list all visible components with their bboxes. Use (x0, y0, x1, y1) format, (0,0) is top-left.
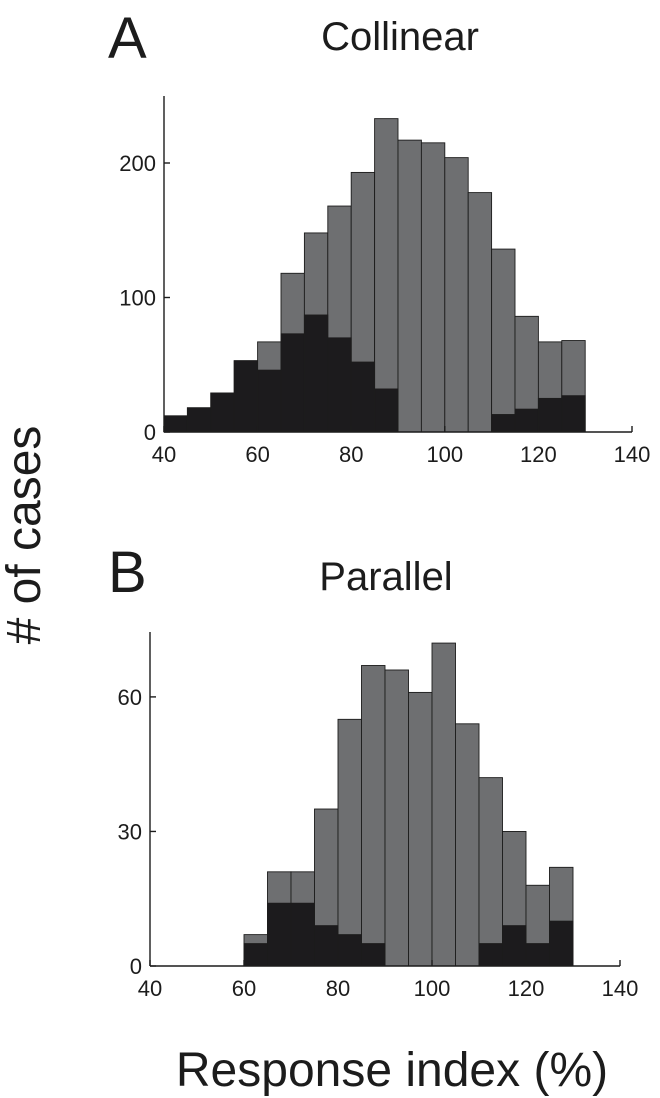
panel-a-title: Collinear (321, 15, 479, 59)
panel-a-bar-total-12 (444, 157, 469, 433)
panel-a-bars (163, 118, 586, 433)
panel-b-x-tick-label-1: 60 (232, 976, 256, 1001)
panel-a-bar-subset-7 (327, 337, 352, 433)
panel-b-bar-subset-7 (314, 925, 339, 967)
panel-b: B Parallel 40 60 80 100 120 140 0 30 60 (108, 540, 638, 1001)
panel-a-bar-subset-14 (491, 414, 516, 433)
panel-a-bar-subset-0 (163, 415, 188, 433)
panel-a-x-tick-label-1: 60 (245, 442, 269, 467)
panel-a-bar-total-10 (397, 139, 422, 433)
y-axis-label: # of cases (0, 426, 51, 645)
panel-b-axes: 40 60 80 100 120 140 0 30 60 (118, 632, 639, 1001)
panel-a-bar-subset-1 (186, 407, 212, 433)
panel-a-x-tick-label-4: 120 (520, 442, 557, 467)
panel-b-bar-subset-17 (549, 920, 574, 967)
panel-b-bar-total-14 (478, 777, 503, 967)
panel-a-bar-subset-6 (303, 314, 329, 433)
panel-b-bar-subset-15 (502, 925, 527, 967)
panel-a-x-tick-label-5: 140 (614, 442, 651, 467)
panel-b-x-tick-label-4: 120 (508, 976, 545, 1001)
panel-b-bar-total-11 (408, 691, 433, 967)
panel-b-bar-total-10 (384, 669, 409, 967)
panel-b-y-tick-label-0: 0 (130, 954, 142, 979)
panel-b-bar-total-12 (431, 642, 456, 967)
panel-a-bar-subset-17 (561, 395, 586, 433)
panel-a-bar-total-11 (420, 142, 446, 433)
panel-b-bar-total-13 (455, 723, 480, 967)
panel-a-bar-subset-4 (257, 369, 282, 433)
panel-a-y-tick-label-2: 200 (119, 151, 156, 176)
panel-b-bar-subset-9 (361, 943, 386, 967)
panel-b-bars (243, 642, 574, 967)
panel-a-bar-total-13 (467, 192, 493, 433)
panel-a-bar-total-9 (374, 118, 399, 433)
panel-b-x-tick-label-3: 100 (414, 976, 451, 1001)
panel-b-y-tick-label-2: 60 (118, 685, 142, 710)
panel-b-bar-subset-16 (525, 943, 550, 967)
panel-b-title: Parallel (319, 555, 452, 599)
panel-b-x-tick-label-0: 40 (138, 976, 162, 1001)
panel-a-bar-subset-5 (280, 333, 305, 433)
panel-b-bar-subset-6 (290, 902, 315, 967)
panel-a-bar-subset-3 (233, 360, 259, 433)
panel-a-bar-subset-16 (537, 397, 563, 433)
panel-a-y-tick-label-1: 100 (119, 286, 156, 311)
panel-b-bar-subset-4 (243, 943, 268, 967)
panel-a-y-tick-label-0: 0 (144, 420, 156, 445)
panel-a-bar-subset-15 (514, 408, 539, 433)
x-axis-label: Response index (%) (176, 1044, 608, 1097)
panel-a-bar-subset-9 (374, 388, 399, 433)
panel-a: A Collinear 40 60 80 100 120 140 0 100 200 (108, 6, 650, 467)
panel-a-bar-subset-8 (350, 361, 376, 433)
panel-a-x-tick-label-0: 40 (152, 442, 176, 467)
panel-a-bar-subset-2 (210, 392, 235, 433)
panel-b-bar-total-9 (361, 665, 386, 967)
panel-b-letter: B (108, 540, 147, 605)
panel-b-x-tick-label-5: 140 (602, 976, 639, 1001)
panel-a-x-tick-label-3: 100 (426, 442, 463, 467)
panel-a-axes: 40 60 80 100 120 140 0 100 200 (119, 96, 650, 467)
panel-b-bar-subset-5 (267, 902, 292, 967)
panel-b-bar-total-8 (337, 718, 362, 967)
panel-a-letter: A (108, 6, 147, 71)
panel-b-x-tick-label-2: 80 (326, 976, 350, 1001)
panel-b-y-tick-label-1: 30 (118, 819, 142, 844)
panel-a-bar-total-14 (491, 248, 516, 433)
panel-b-bar-subset-8 (337, 934, 362, 967)
panel-a-x-tick-label-2: 80 (339, 442, 363, 467)
panel-b-bar-subset-14 (478, 943, 503, 967)
